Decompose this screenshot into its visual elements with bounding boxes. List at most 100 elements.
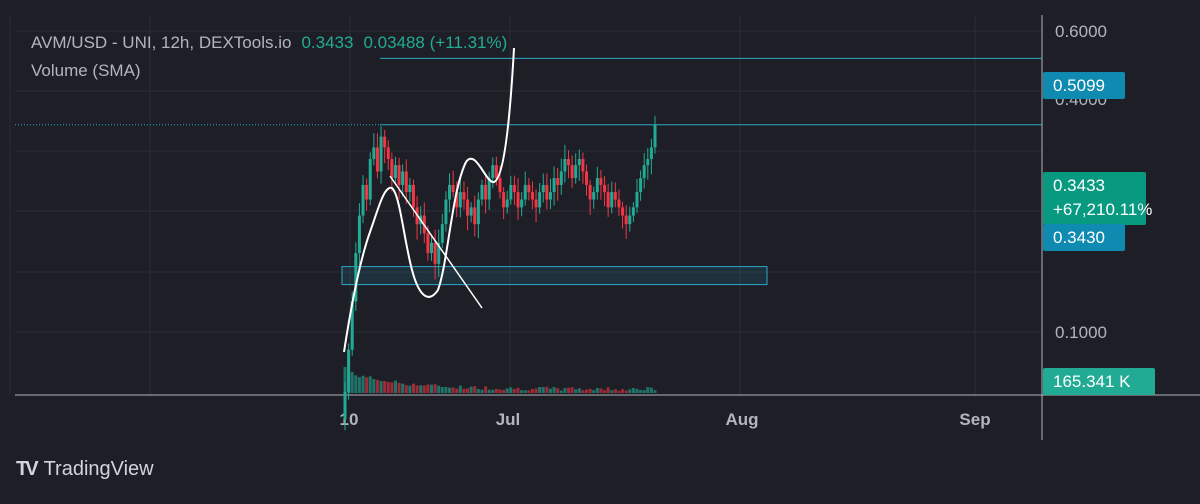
volume-bar — [646, 387, 650, 393]
volume-bar — [419, 385, 423, 393]
candle-body — [372, 147, 376, 160]
last-price-tag-text: +67,210.11% — [1053, 200, 1152, 219]
candle-body — [642, 165, 646, 179]
volume-bar — [487, 389, 491, 393]
volume-bar — [444, 386, 448, 393]
candle-body — [534, 199, 538, 208]
volume-bar — [469, 386, 473, 393]
candle-body — [556, 178, 560, 185]
volume-bar — [613, 389, 617, 393]
volume-bar — [462, 388, 466, 393]
volume-bar — [635, 388, 639, 393]
last-price-tag: 0.3433 +67,210.11% — [1043, 172, 1152, 225]
volume-bar — [440, 387, 444, 393]
volume-bar — [397, 382, 401, 393]
volume-bar — [563, 388, 567, 393]
candle-body — [473, 207, 477, 225]
candle-body — [646, 159, 650, 166]
candle-body — [613, 192, 617, 200]
candle-body — [411, 184, 415, 208]
candle-body — [603, 184, 607, 193]
candle-body — [451, 184, 455, 193]
volume-bar — [393, 380, 397, 393]
candle-body — [581, 159, 585, 172]
candle-body — [437, 242, 441, 264]
volume-bar — [473, 386, 477, 393]
volume-bar — [411, 383, 415, 393]
y-tick-label: 0.1000 — [1055, 323, 1107, 342]
line-price-tag-text: 0.3430 — [1053, 228, 1105, 247]
candle-body — [563, 159, 567, 172]
volume-bar — [566, 387, 570, 393]
tradingview-logo[interactable]: TV TradingView — [16, 458, 154, 481]
volume-bar — [347, 372, 351, 393]
candle-body — [354, 253, 358, 302]
candle-body — [577, 159, 581, 166]
volume-bar — [426, 384, 430, 393]
resistance-price-tag: 0.5099 — [1043, 72, 1125, 99]
volume-bar — [404, 385, 408, 393]
volume-bar — [491, 389, 495, 393]
candle-body — [433, 242, 437, 264]
volume-bar — [541, 387, 545, 393]
trend-line — [389, 175, 483, 309]
candle-body — [487, 178, 491, 200]
candle-body — [610, 192, 614, 208]
resistance-price-tag-text: 0.5099 — [1053, 76, 1105, 95]
x-tick-label: Aug — [725, 410, 758, 429]
indicator-legend: Volume (SMA) — [31, 61, 141, 80]
volume-bar — [372, 379, 376, 393]
volume-bar — [509, 387, 513, 393]
volume-bar — [585, 389, 589, 393]
candle-body — [520, 199, 524, 208]
volume-bar — [361, 375, 365, 393]
candle-body — [606, 192, 610, 208]
volume-bar — [577, 388, 581, 393]
volume-bar — [574, 389, 578, 393]
volume-bar — [390, 382, 394, 393]
candle-body — [426, 233, 430, 254]
volume-bar — [433, 384, 437, 393]
candle-body — [343, 391, 347, 420]
candle-body — [516, 192, 520, 208]
volume-bar — [538, 387, 542, 393]
candle-body — [628, 215, 632, 225]
symbol-label: AVM/USD - UNI, 12h, DEXTools.io — [31, 33, 292, 52]
volume-bar — [621, 389, 625, 393]
volume-bar — [588, 388, 592, 393]
volume-bar — [494, 388, 498, 393]
volume-bar — [383, 381, 387, 393]
x-tick-label: Jul — [496, 410, 521, 429]
candle-body — [505, 199, 509, 208]
candle-body — [404, 171, 408, 193]
volume-bar — [617, 390, 621, 393]
last-price-legend: 0.3433 — [301, 33, 354, 52]
volume-bar — [505, 388, 509, 393]
volume-bar — [408, 385, 412, 393]
line-price-tag: 0.3430 — [1043, 224, 1125, 251]
candle-body — [624, 215, 628, 225]
candle-body — [585, 171, 589, 185]
candle-body — [639, 178, 643, 193]
volume-bar — [624, 390, 628, 393]
support-zone — [341, 266, 768, 286]
candle-body — [653, 124, 657, 148]
volume-bar — [520, 390, 524, 393]
candle-body — [527, 184, 531, 193]
volume-bar — [466, 388, 470, 393]
line-price-tag-bg — [1043, 224, 1125, 251]
candle-body — [552, 178, 556, 193]
candle-body — [574, 165, 578, 179]
candle-body — [383, 136, 387, 148]
candle-body — [617, 199, 621, 208]
candle-body — [512, 184, 516, 193]
tradingview-logo-icon: TV — [16, 458, 38, 480]
volume-bar — [606, 387, 610, 393]
candle-body — [393, 165, 397, 179]
volume-bar — [430, 384, 434, 393]
candle-body — [538, 192, 542, 208]
volume-bar — [570, 387, 574, 393]
candle-body — [379, 136, 383, 172]
